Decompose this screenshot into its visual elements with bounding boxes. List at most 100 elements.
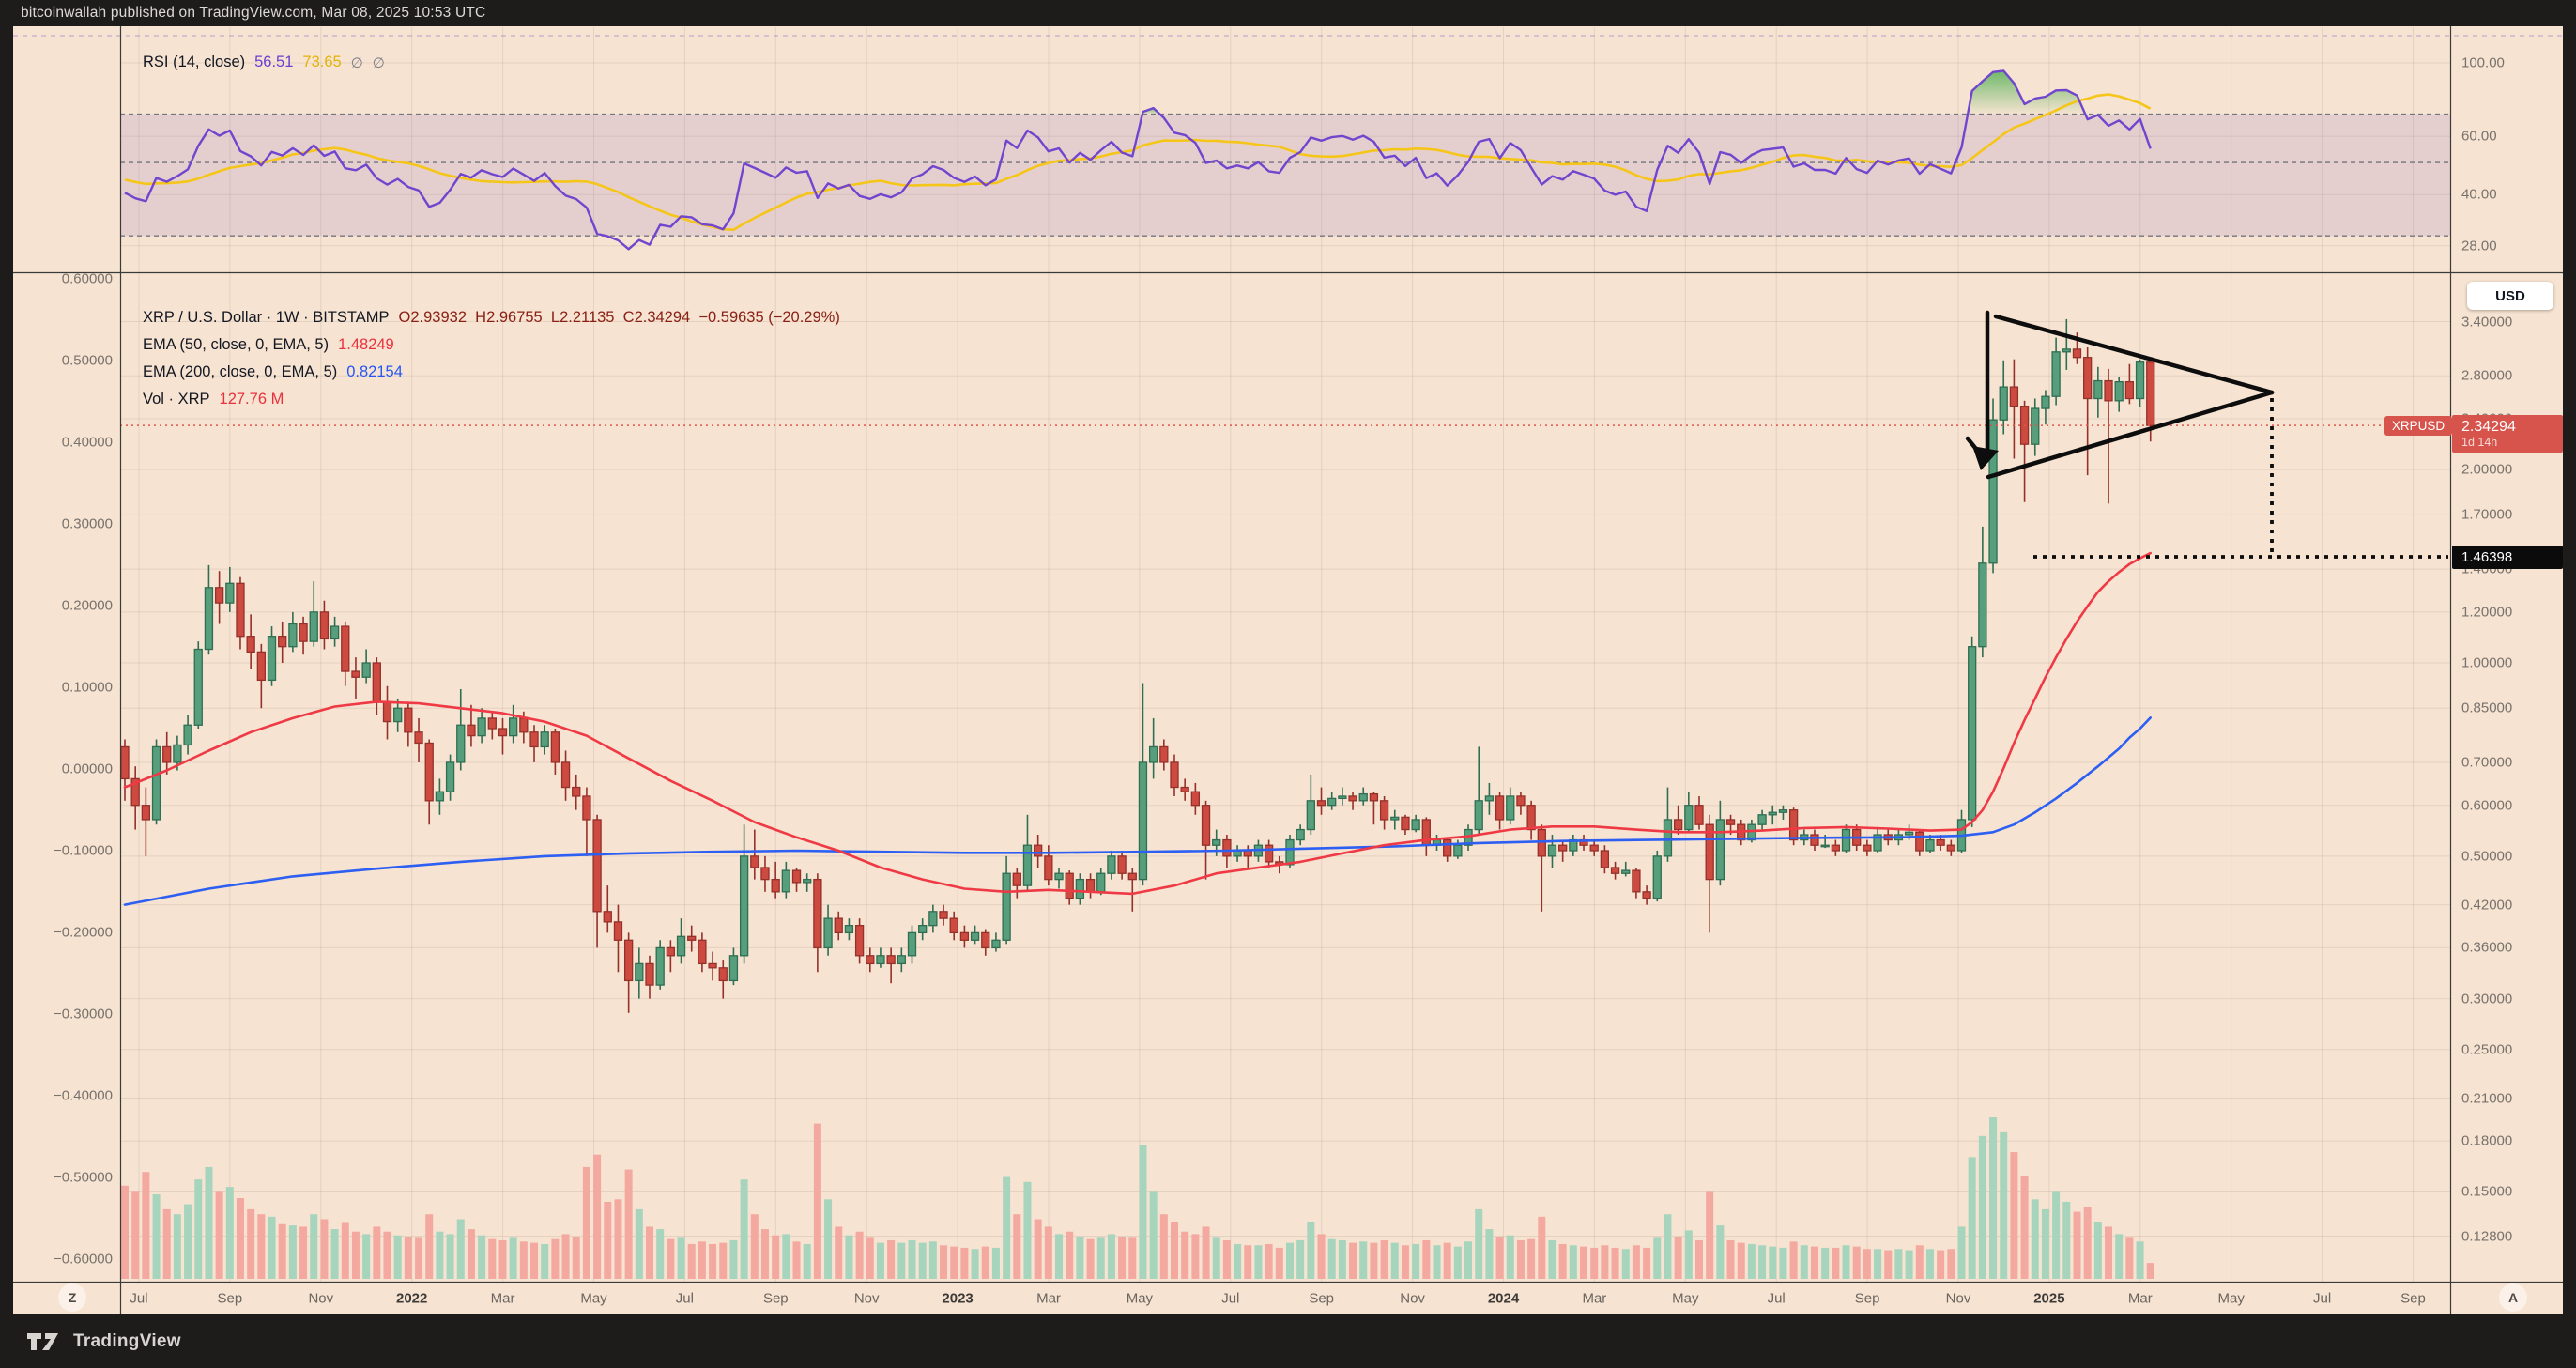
left-axis-label: −0.20000 [54,924,113,941]
price-axis-label: 0.85000 [2461,699,2513,716]
left-axis-label: −0.40000 [54,1087,113,1104]
price-axis-label: 0.18000 [2461,1132,2513,1149]
left-axis-label: 0.40000 [61,434,113,451]
target-price-tag: 1.46398 [2452,546,2563,569]
rsi-legend[interactable]: RSI (14, close) 56.51 73.65 ∅ ∅ [143,49,385,76]
time-axis-label: Jul [130,1290,148,1306]
time-axis-label: Nov [1945,1290,1971,1306]
symbol-title: XRP / U.S. Dollar · 1W · BITSTAMP [143,309,390,326]
ema200-line [123,716,2152,906]
price-axis-label: 0.70000 [2461,754,2513,771]
candles-layer [120,348,2155,986]
price-axis-label: 1.70000 [2461,506,2513,523]
main-legend[interactable]: XRP / U.S. Dollar · 1W · BITSTAMP O2.939… [143,304,840,413]
price-axis-label: 0.12800 [2461,1228,2513,1245]
rsi-axis-label: 60.00 [2461,128,2497,145]
price-axis-label: 0.60000 [2461,797,2513,814]
price-axis-label: 0.30000 [2461,991,2513,1007]
left-axis-label: −0.10000 [54,842,113,859]
time-axis-label: May [580,1290,607,1306]
time-axis-label: 2024 [1487,1290,1520,1306]
tradingview-logo-icon [27,1332,58,1350]
symbol-price-label: XRPUSD [2384,416,2452,436]
time-axis-label: Jul [2313,1290,2332,1306]
price-axis-label: 0.42000 [2461,897,2513,914]
time-axis-label: Nov [308,1290,334,1306]
price-axis-label: 1.00000 [2461,654,2513,671]
volume-label: Vol · XRP [143,391,210,407]
time-axis-label: Mar [1036,1290,1061,1306]
time-axis-label: 2022 [396,1290,428,1306]
left-axis-label: −0.60000 [54,1251,113,1268]
timezone-button[interactable]: Z [58,1283,86,1312]
left-price-axis[interactable]: 0.60000 0.50000 0.40000 0.30000 0.20000 0.100… [13,26,120,1282]
time-axis-label: Sep [1309,1290,1335,1306]
rsi-empty-icon: ∅ [350,54,363,71]
time-axis-label: Nov [853,1290,880,1306]
tradingview-brand: TradingView [73,1330,181,1351]
publish-header: bitcoinwallah published on TradingView.c… [0,0,2576,26]
time-axis-label: May [1126,1290,1154,1306]
auto-scale-button[interactable]: A [2499,1283,2527,1312]
time-axis-label: Jul [1767,1290,1786,1306]
price-axis-label: 0.21000 [2461,1090,2513,1106]
ema50-value: 1.48249 [338,336,394,353]
left-axis-label: 0.20000 [61,597,113,614]
left-axis-label: 0.00000 [61,761,113,777]
rsi-line [124,69,2152,251]
time-axis-label: 2023 [942,1290,974,1306]
time-axis-label: 2025 [2033,1290,2065,1306]
rsi-axis-label: 100.00 [2461,54,2505,71]
triangle-upper-trendline [1993,314,2275,395]
time-axis-label: May [2217,1290,2245,1306]
ema200-label: EMA (200, close, 0, EMA, 5) [143,363,338,380]
time-axis-label: Sep [762,1290,789,1306]
time-axis-label: Jul [1221,1290,1240,1306]
price-axis-label: 3.40000 [2461,314,2513,330]
price-axis-label: 1.20000 [2461,604,2513,621]
price-axis-label: 0.50000 [2461,848,2513,865]
left-axis-label: 0.10000 [61,679,113,696]
time-axis-label: Nov [1400,1290,1425,1306]
publish-title: bitcoinwallah published on TradingView.c… [21,5,486,21]
tradingview-footer: TradingView [0,1314,2576,1368]
time-axis[interactable]: Jul Sep Nov 2022 Mar May Jul Sep Nov 2023 Mar May Ju… [13,1282,2563,1314]
rsi-overbought-fill [1142,70,2086,115]
rsi-band [120,114,2450,237]
pane-surface [13,26,2563,1314]
rsi-legend-label: RSI (14, close) [143,54,246,70]
last-price-value: 2.34294 [2461,419,2516,435]
ema50-line [123,551,2152,896]
rsi-ma-value: 73.65 [302,54,342,70]
time-axis-label: Jul [675,1290,694,1306]
time-axis-label: Sep [2400,1290,2426,1306]
price-axis-label: 0.36000 [2461,939,2513,956]
last-price-tag: 2.34294 1d 14h [2452,415,2563,453]
rsi-ma-line [124,93,2152,231]
down-arrow-head [1972,446,1999,470]
time-axis-label: May [1672,1290,1699,1306]
rsi-axis-label: 40.00 [2461,186,2497,203]
rsi-empty-icon: ∅ [372,54,385,71]
left-axis-label: −0.30000 [54,1006,113,1022]
triangle-lower-trendline [1986,390,2275,480]
triangle-drawing [1965,310,2448,559]
left-axis-label: 0.60000 [61,270,113,287]
price-axis-label: 2.00000 [2461,461,2513,478]
time-axis-label: Sep [1854,1290,1880,1306]
bar-countdown: 1d 14h [2461,436,2498,449]
time-axis-label: Mar [2127,1290,2153,1306]
ema200-value: 0.82154 [346,363,403,380]
price-axis-label: 0.15000 [2461,1183,2513,1200]
price-axis-label: 0.25000 [2461,1041,2513,1058]
rsi-value: 56.51 [254,54,294,70]
time-axis-label: Sep [217,1290,243,1306]
ema50-label: EMA (50, close, 0, EMA, 5) [143,336,330,353]
right-price-axis[interactable]: 100.0060.0040.0028.003.400002.800002.400… [2452,26,2563,1282]
left-axis-label: −0.50000 [54,1169,113,1186]
time-axis-label: Mar [1582,1290,1607,1306]
left-axis-label: 0.50000 [61,352,113,369]
currency-toggle-button[interactable]: USD [2467,282,2553,310]
